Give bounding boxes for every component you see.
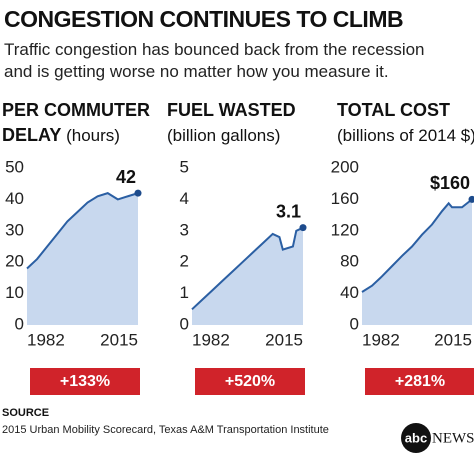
y-tick-label: 4 — [180, 189, 189, 208]
y-tick-label: 40 — [5, 189, 24, 208]
y-tick-label: 80 — [340, 252, 359, 271]
chart-header: PER COMMUTER DELAY (hours) — [2, 98, 152, 148]
annotation: 42 — [116, 167, 136, 187]
y-tick-label: 0 — [350, 314, 359, 333]
y-tick-label: 0 — [180, 314, 189, 333]
source: 2015 Urban Mobility Scorecard, Texas A&M… — [2, 424, 329, 436]
x-tick-label: 1982 — [192, 330, 230, 349]
y-tick-label: 1 — [180, 283, 189, 302]
x-tick-label: 2015 — [265, 330, 303, 349]
y-tick-label: 3 — [180, 220, 189, 239]
y-tick-label: 160 — [331, 189, 359, 208]
y-tick-label: 10 — [5, 283, 24, 302]
annotation: $160 — [430, 173, 470, 193]
y-tick-label: 50 — [5, 157, 24, 176]
change-label: +281% — [395, 373, 445, 390]
y-tick-label: 40 — [340, 283, 359, 302]
line — [361, 198, 473, 293]
subtitle: Traffic congestion has bounced back from… — [4, 40, 425, 81]
chart-header: FUEL WASTED (billion gallons) — [167, 98, 317, 148]
chart-unit: (billions of 2014 $) — [337, 126, 474, 145]
annotation: 3.1 — [276, 201, 301, 221]
change-label: +133% — [60, 373, 110, 390]
area-fill — [192, 227, 303, 325]
logo-circle — [401, 423, 431, 453]
chart-unit: (billion gallons) — [167, 126, 281, 145]
logo-text: NEWS — [432, 430, 474, 446]
line — [191, 226, 304, 311]
y-tick-label: 2 — [180, 252, 189, 271]
y-tick-label: 120 — [331, 220, 359, 239]
y-tick-label: 200 — [331, 157, 359, 176]
change-badge — [195, 368, 305, 395]
end-point — [299, 224, 307, 232]
title: CONGESTION CONTINUES TO CLIMB — [4, 6, 404, 32]
source-label: SOURCE — [2, 407, 50, 419]
y-tick-label: 5 — [180, 157, 189, 176]
y-tick-label: 30 — [5, 220, 24, 239]
chart-title: FUEL WASTED — [167, 100, 296, 120]
change-badge — [365, 368, 474, 395]
end-point — [468, 195, 474, 203]
x-tick-label: 1982 — [27, 330, 65, 349]
line — [26, 192, 139, 270]
chart-title: PER COMMUTER DELAY — [2, 100, 150, 145]
x-tick-label: 2015 — [100, 330, 138, 349]
change-badge — [30, 368, 140, 395]
change-label: +520% — [225, 373, 275, 390]
x-tick-label: 2015 — [434, 330, 472, 349]
area-fill — [27, 193, 138, 325]
chart-unit: (hours) — [66, 126, 120, 145]
x-tick-label: 1982 — [362, 330, 400, 349]
logo-mark: abc — [405, 430, 427, 445]
area-fill — [362, 199, 472, 325]
y-tick-label: 20 — [5, 252, 24, 271]
chart-header: TOTAL COST (billions of 2014 $) — [337, 98, 474, 148]
chart-title: TOTAL COST — [337, 100, 451, 120]
end-point — [134, 189, 142, 197]
y-tick-label: 0 — [15, 314, 24, 333]
